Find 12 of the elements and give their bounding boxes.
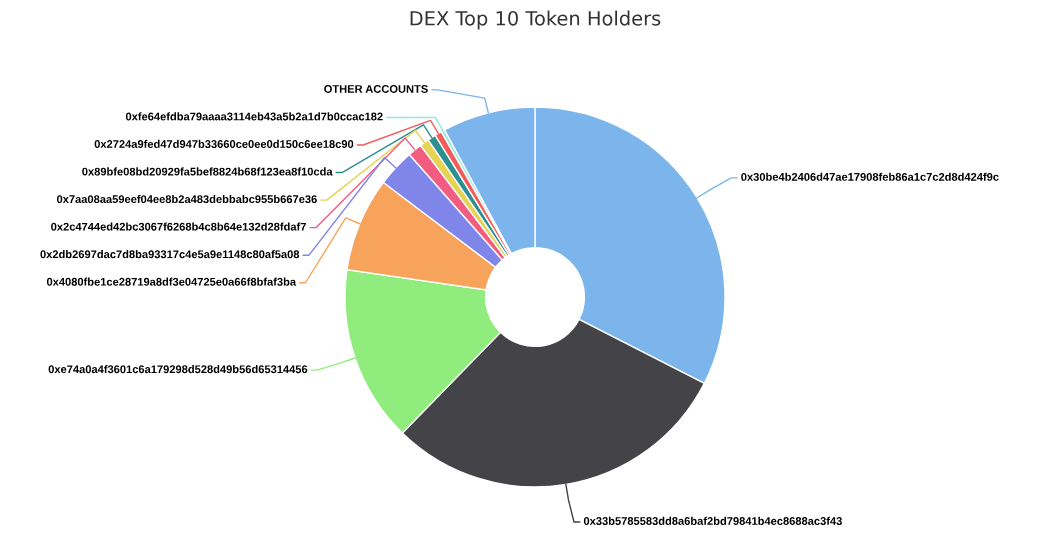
slice-label: 0xfe64efdba79aaaa3114eb43a5b2a1d7b0ccac182 xyxy=(125,112,383,121)
slice-label: OTHER ACCOUNTS xyxy=(324,85,428,93)
slice-label: 0x33b5785583dd8a6baf2bd79841b4ec8688ac3f43 xyxy=(583,516,842,525)
slice-label: 0x89bfe08bd20929fa5bef8824b68f123ea8f10cda xyxy=(82,167,333,176)
slice-label: 0x30be4b2406d47ae17908feb86a1c7c2d8d424f9c xyxy=(741,172,999,181)
slice-label: 0x4080fbe1ce28719a8df3e04725e0a66f8bfaf3ba xyxy=(46,277,297,286)
slice-label: 0x2c4744ed42bc3067f6268b4c8b64e132d28fdaf7 xyxy=(51,222,306,231)
slice-label: 0x2724a9fed47d947b33660ce0ee0d150c6ee18c90 xyxy=(94,139,354,148)
slice-label: 0xe74a0a4f3601c6a179298d528d49b56d65314456 xyxy=(48,365,308,374)
slice-label: 0x2db2697dac7d8ba93317c4e5a9e1148c80af5a08 xyxy=(40,250,300,259)
chart-title: DEX Top 10 Token Holders xyxy=(410,10,661,30)
slice-label: 0x7aa08aa59eef04ee8b2a483debbabc955b667e36 xyxy=(56,194,317,204)
